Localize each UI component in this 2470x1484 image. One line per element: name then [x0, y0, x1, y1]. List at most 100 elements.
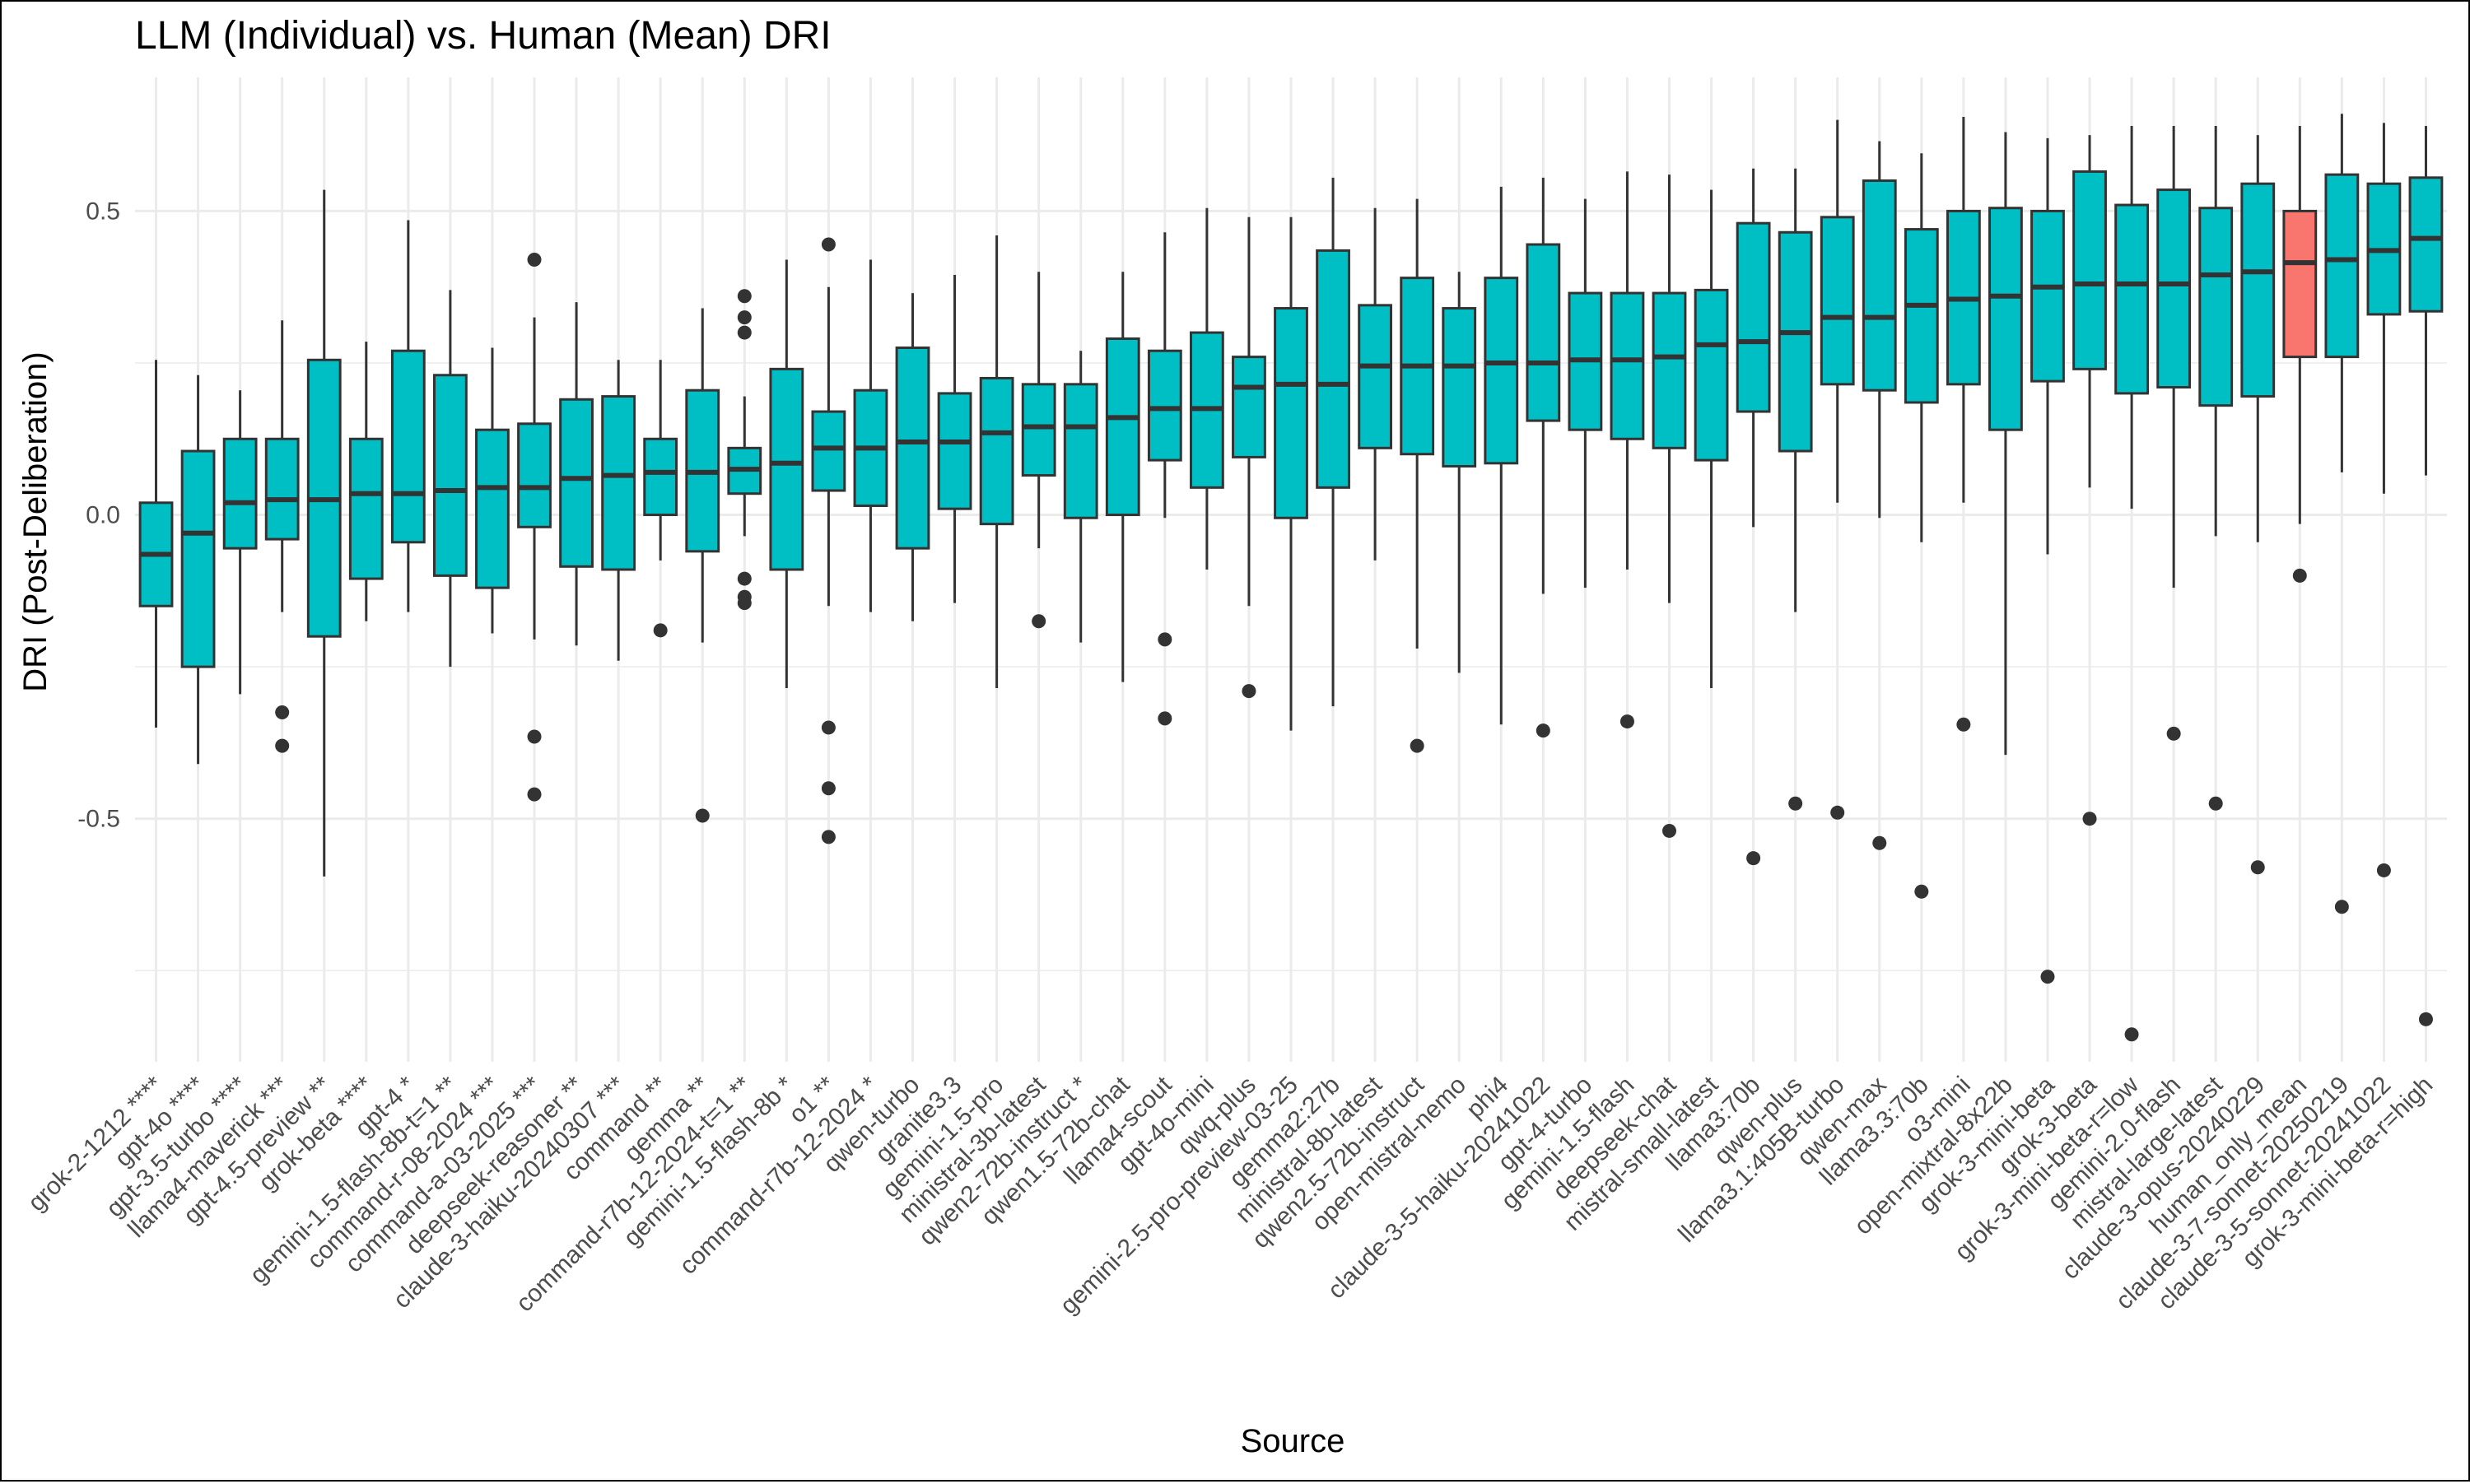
box-20: [937, 274, 972, 603]
outlier-point: [527, 729, 542, 744]
outlier-point: [275, 738, 290, 753]
outlier-point: [1956, 717, 1971, 732]
box-40: [1778, 168, 1813, 811]
outlier-point: [695, 808, 710, 823]
box-iqr: [1694, 288, 1729, 462]
box-54: [2366, 123, 2402, 877]
box-4: [264, 320, 300, 753]
box-iqr: [1610, 291, 1645, 440]
outlier-point: [2082, 812, 2097, 826]
box-34: [1526, 177, 1561, 738]
box-iqr: [475, 428, 510, 589]
outlier-point: [2166, 726, 2181, 741]
outlier-point: [737, 596, 752, 611]
box-6: [348, 342, 384, 621]
box-iqr: [811, 410, 846, 492]
box-14: [685, 308, 720, 823]
box-iqr: [1232, 356, 1266, 458]
outlier-point: [527, 252, 542, 267]
y-tick-label: -0.5: [77, 806, 120, 833]
box-iqr: [601, 395, 636, 571]
y-tick-label: 0.0: [86, 502, 120, 529]
box-18: [853, 259, 888, 612]
outlier-point: [2208, 796, 2223, 811]
box-iqr: [1484, 277, 1519, 465]
outlier-point: [2040, 970, 2055, 984]
box-iqr: [1526, 243, 1561, 422]
box-33: [1484, 186, 1519, 725]
box-21: [979, 235, 1014, 688]
box-series: [138, 114, 2444, 1042]
box-38: [1694, 189, 1729, 688]
outlier-point: [1788, 796, 1803, 811]
box-iqr: [2240, 182, 2276, 398]
box-49: [2156, 126, 2192, 741]
outlier-point: [1410, 738, 1424, 753]
box-43: [1904, 153, 1939, 899]
box-2: [180, 374, 216, 765]
box-iqr: [517, 422, 552, 528]
box-9: [475, 347, 510, 634]
outlier-point: [2334, 900, 2349, 914]
box-19: [895, 293, 930, 621]
box-1: [138, 360, 174, 728]
box-39: [1736, 168, 1771, 866]
box-11: [559, 302, 594, 646]
box-iqr: [1736, 221, 1771, 413]
outlier-point: [737, 310, 752, 325]
box-51: [2240, 135, 2276, 875]
outlier-point: [275, 705, 290, 719]
x-axis-title: Source: [1241, 1423, 1345, 1459]
outlier-point: [821, 781, 836, 796]
box-55: [2408, 126, 2444, 1026]
box-iqr: [1274, 307, 1308, 519]
box-5: [306, 189, 342, 877]
box-17: [811, 237, 846, 844]
box-24: [1105, 272, 1140, 682]
box-iqr: [222, 437, 258, 550]
outlier-point: [2376, 863, 2391, 877]
box-iqr: [2324, 173, 2360, 359]
box-8: [433, 290, 468, 668]
outlier-point: [1830, 805, 1845, 820]
outlier-point: [1032, 614, 1046, 629]
outlier-point: [1536, 723, 1550, 738]
box-iqr: [433, 374, 468, 577]
box-iqr: [1021, 383, 1056, 477]
box-16: [769, 259, 804, 688]
box-47: [2072, 135, 2107, 826]
box-iqr: [1778, 230, 1813, 453]
outlier-point: [737, 325, 752, 340]
outlier-point: [821, 830, 836, 844]
outlier-point: [1158, 711, 1172, 726]
x-axis: grok-2-1212 ****gpt-4o ****gpt-3.5-turbo…: [23, 1071, 2439, 1319]
outlier-point: [2250, 860, 2265, 875]
outlier-point: [653, 623, 668, 638]
box-22: [1021, 272, 1056, 629]
outlier-point: [1661, 823, 1676, 838]
box-iqr: [1904, 228, 1939, 404]
outlier-point: [2124, 1027, 2139, 1042]
chart-title: LLM (Individual) vs. Human (Mean) DRI: [135, 14, 832, 58]
box-iqr: [1820, 216, 1855, 386]
y-axis-title: DRI (Post-Deliberation): [17, 351, 54, 691]
box-iqr: [180, 449, 216, 668]
box-41: [1820, 119, 1855, 820]
box-45: [1988, 132, 2023, 756]
box-35: [1568, 198, 1603, 588]
box-50: [2198, 126, 2234, 811]
box-30: [1358, 207, 1393, 561]
box-iqr: [1105, 337, 1140, 517]
box-52: [2282, 126, 2318, 583]
outlier-point: [1872, 835, 1887, 850]
box-3: [222, 390, 258, 695]
box-15: [727, 289, 762, 611]
outlier-point: [1914, 884, 1929, 899]
box-iqr: [2114, 203, 2149, 395]
y-tick-label: 0.5: [86, 198, 120, 225]
box-42: [1862, 141, 1897, 850]
box-32: [1442, 272, 1477, 673]
box-37: [1652, 174, 1687, 838]
